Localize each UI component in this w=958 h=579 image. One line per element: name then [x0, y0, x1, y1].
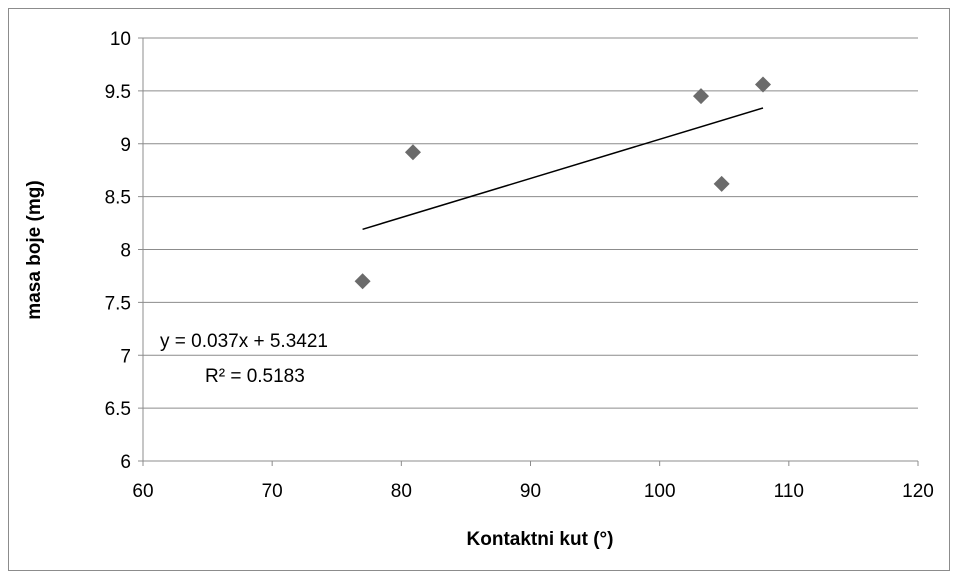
- data-point: [713, 175, 730, 192]
- x-tick-label: 120: [902, 481, 934, 502]
- data-point: [755, 76, 771, 93]
- chart-frame: [8, 8, 950, 571]
- x-tick-label: 110: [774, 481, 804, 502]
- data-point: [354, 273, 371, 290]
- x-axis-title: Kontaktni kut (°): [467, 529, 614, 550]
- x-tick-label: 80: [391, 481, 412, 502]
- y-tick-label: 6: [120, 452, 131, 473]
- y-tick-label: 9.5: [105, 82, 131, 103]
- y-tick-label: 9: [120, 135, 131, 156]
- y-tick-label: 8: [120, 241, 131, 262]
- y-tick-labels: 6 6.5 7 7.5 8 8.5 9 9.5 10: [105, 29, 131, 473]
- y-tick-label: 6.5: [105, 399, 131, 420]
- y-tick-label: 10: [110, 29, 131, 50]
- trendline: [362, 107, 764, 231]
- x-tick-label: 60: [132, 481, 153, 502]
- r-squared-label: R² = 0.5183: [205, 366, 305, 387]
- grid-lines: [143, 37, 918, 462]
- data-points: [354, 76, 771, 290]
- x-tick-labels: 60 70 80 90 100 110 120: [132, 481, 933, 502]
- axes: [138, 37, 919, 466]
- trendline-layer: [362, 107, 764, 231]
- trendline-equation: y = 0.037x + 5.3421: [160, 331, 328, 352]
- y-tick-label: 7: [120, 346, 131, 367]
- data-point: [693, 88, 709, 105]
- y-tick-label: 7.5: [105, 293, 131, 314]
- x-tick-label: 100: [644, 481, 676, 502]
- x-tick-label: 90: [520, 481, 541, 502]
- x-tick-label: 70: [262, 481, 283, 502]
- data-point: [404, 144, 421, 161]
- y-tick-label: 8.5: [105, 188, 131, 209]
- y-axis-title: masa boje (mg): [24, 180, 45, 319]
